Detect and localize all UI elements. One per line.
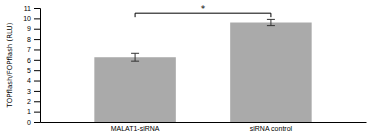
plot: 0 1 2 3 4 5 6 7 8 9 10 11 MALAT1-siRNA siRNA control * [23,4,366,132]
y-tick-label: 3 [27,88,31,95]
y-tick-mark [34,18,40,19]
error-stem [270,19,271,25]
error-cap [267,25,275,26]
y-tick-label: 5 [27,67,31,74]
error-cap [131,61,139,62]
y-tick-mark [34,29,40,30]
error-stem [135,53,136,61]
y-tick: 3 [27,88,40,95]
y-tick: 8 [27,36,40,43]
y-tick-label: 1 [27,108,31,115]
y-axis-line [34,9,41,123]
y-tick-mark [34,122,40,123]
y-axis: 0 1 2 3 4 5 6 7 8 9 10 11 [23,5,40,126]
error-bar [131,53,139,61]
y-tick: 6 [27,57,40,64]
y-tick-label: 0 [27,119,31,126]
bar [94,57,176,122]
bar [230,23,312,122]
y-axis-title: TOPflash/FOPflash (RLU) [6,22,14,108]
y-tick-label: 4 [27,77,31,84]
y-tick: 1 [27,108,40,115]
y-tick-label: 10 [23,15,31,22]
x-axis-line [41,122,367,123]
y-tick-label: 6 [27,57,31,64]
x-tick-label: siRNA control [250,125,293,132]
x-axis: MALAT1-siRNA siRNA control [41,123,367,132]
marks [94,19,311,122]
error-cap [267,19,275,20]
y-tick-label: 2 [27,98,31,105]
error-bar [267,19,275,25]
y-tick: 7 [27,46,40,53]
chart: 0 1 2 3 4 5 6 7 8 9 10 11 MALAT1-siRNA siRNA control *… [0,0,378,140]
y-tick-label: 11 [24,5,31,12]
y-tick-label: 7 [27,46,31,53]
y-tick: 11 [24,5,40,12]
y-tick-label: 8 [27,36,31,43]
y-tick: 0 [27,119,40,126]
y-tick-mark [34,39,40,40]
y-tick: 2 [27,98,40,105]
y-tick-label: 9 [27,25,31,32]
x-tick-label: MALAT1-siRNA [111,125,160,132]
y-tick-mark [34,101,40,102]
y-tick: 10 [23,15,40,22]
y-tick-mark [34,49,40,50]
error-cap [131,53,139,54]
y-tick-mark [34,112,40,113]
x-tick: MALAT1-siRNA [111,125,160,132]
y-tick-mark [34,60,40,61]
x-tick: siRNA control [250,125,293,132]
y-tick-mark [34,8,40,9]
y-tick-mark [34,70,40,71]
y-tick-mark [34,81,40,82]
y-tick: 5 [27,67,40,74]
y-tick: 4 [27,77,40,84]
y-tick-mark [34,91,40,92]
y-tick: 9 [27,25,40,32]
significance-label: * [201,4,206,14]
